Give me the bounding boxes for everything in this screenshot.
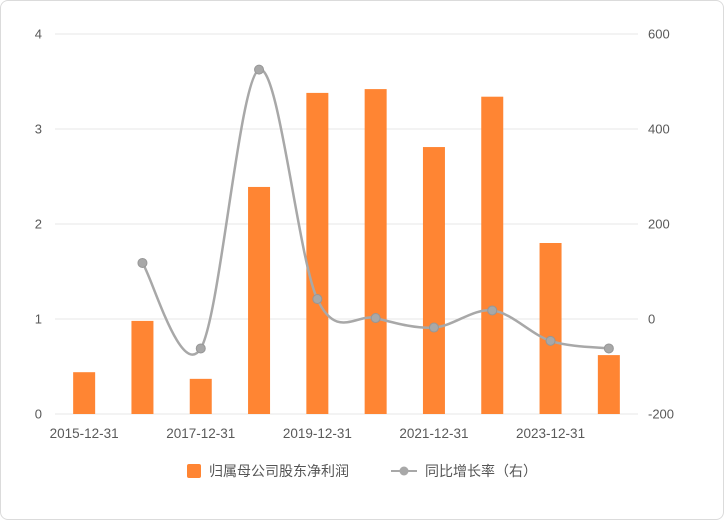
bar-swatch-icon [187,464,201,478]
x-axis-tick: 2019-12-31 [283,426,352,441]
x-axis-tick: 2021-12-31 [399,426,468,441]
line-point-2024-12-31[interactable] [603,343,614,354]
y-axis-tick-right: 600 [648,27,670,42]
x-axis-tick: 2015-12-31 [50,426,119,441]
bar-2023-12-31[interactable] [539,243,562,414]
chart-legend: 归属母公司股东净利润 同比增长率（右） [187,461,537,481]
line-point-2021-12-31[interactable] [428,322,439,333]
legend-label-net-profit: 归属母公司股东净利润 [209,463,349,479]
y-axis-tick-right: -200 [648,407,674,422]
y-axis-tick-left: 0 [35,407,42,422]
profit-growth-chart: 0 -200 1 0 2 200 3 400 4 600 2015-12-31 2017-12-31 2… [35,27,674,442]
x-axis-tick: 2023-12-31 [516,426,585,441]
y-axis-tick-left: 4 [35,27,42,42]
line-swatch-icon [391,466,417,476]
line-point-2020-12-31[interactable] [370,313,381,324]
line-marker-dot-icon [399,466,409,476]
x-axis-tick: 2017-12-31 [166,426,235,441]
bar-2020-12-31[interactable] [364,89,387,414]
y-axis-tick-right: 400 [648,122,670,137]
bar-2019-12-31[interactable] [306,92,329,415]
line-point-2022-12-31[interactable] [487,305,498,316]
legend-item-growth-rate[interactable]: 同比增长率（右） [391,461,537,481]
line-point-2016-12-31[interactable] [137,257,148,268]
y-axis-tick-left: 1 [35,312,42,327]
bar-2022-12-31[interactable] [481,96,504,414]
line-point-2023-12-31[interactable] [545,335,556,346]
bar-2018-12-31[interactable] [248,186,271,414]
y-axis-tick-right: 200 [648,217,670,232]
y-axis-tick-left: 2 [35,217,42,232]
y-axis-tick-left: 3 [35,122,42,137]
bar-2016-12-31[interactable] [131,320,154,414]
line-point-2018-12-31[interactable] [254,64,265,75]
bar-2017-12-31[interactable] [189,378,212,414]
legend-label-growth-rate: 同比增长率（右） [425,463,537,479]
legend-item-net-profit[interactable]: 归属母公司股东净利润 [187,461,349,481]
bar-2021-12-31[interactable] [422,147,445,415]
line-point-2017-12-31[interactable] [195,343,206,354]
line-point-2019-12-31[interactable] [312,294,323,305]
y-axis-tick-right: 0 [648,312,655,327]
bar-2015-12-31[interactable] [73,372,96,414]
bar-2024-12-31[interactable] [597,355,620,414]
